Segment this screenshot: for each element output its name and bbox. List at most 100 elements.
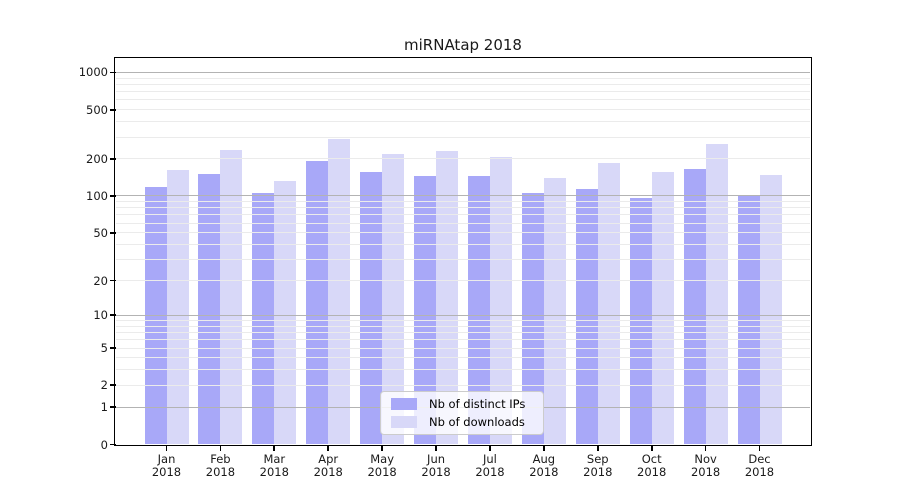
gridline-major <box>116 195 810 197</box>
gridline-minor <box>116 77 810 79</box>
x-axis-tick <box>165 444 168 451</box>
gridline-major <box>116 314 810 316</box>
gridline-minor <box>116 369 810 371</box>
x-axis-tick <box>704 444 707 451</box>
y-axis-tick-label: 20 <box>93 273 108 288</box>
x-axis-tick <box>273 444 276 451</box>
x-axis-tick <box>596 444 599 451</box>
legend: Nb of distinct IPs Nb of downloads <box>380 391 544 435</box>
bar-downloads-apr <box>328 139 351 445</box>
bar-downloads-may <box>382 154 405 445</box>
legend-row-distinct-ips: Nb of distinct IPs <box>391 397 533 411</box>
x-axis-tick-label: Mar 2018 <box>259 451 289 479</box>
gridline-minor <box>116 320 810 321</box>
legend-swatch <box>391 416 417 428</box>
x-axis-tick-label: Sep 2018 <box>583 451 613 479</box>
gridline-minor <box>116 347 810 349</box>
y-axis-tick <box>110 443 116 446</box>
y-axis-tick-label: 50 <box>93 225 108 240</box>
bar-downloads-jun <box>436 150 459 445</box>
y-axis-tick <box>110 384 116 387</box>
gridline-minor <box>116 280 810 282</box>
gridline-minor <box>116 158 810 160</box>
x-axis-tick <box>489 444 491 451</box>
gridline-minor <box>116 222 810 224</box>
bar-distinct-ips-nov <box>683 168 706 445</box>
chart-title: miRNAtap 2018 <box>404 36 522 54</box>
bar-distinct-ips-may <box>360 171 383 445</box>
bar-distinct-ips-mar <box>252 193 275 445</box>
bar-distinct-ips-apr <box>306 161 329 445</box>
gridline-minor <box>116 232 810 234</box>
y-axis-tick-label: 1000 <box>78 65 108 80</box>
y-axis-tick-label: 100 <box>86 188 108 203</box>
gridline-minor <box>116 259 810 261</box>
gridline-minor <box>116 201 810 203</box>
gridline-minor <box>116 357 810 359</box>
gridline-minor <box>116 207 810 209</box>
legend-swatch <box>391 398 417 410</box>
y-axis-tick <box>110 314 116 317</box>
bar-distinct-ips-dec <box>737 194 760 445</box>
y-axis-tick <box>110 406 116 409</box>
gridline-minor <box>116 384 810 386</box>
bar-downloads-oct <box>651 171 674 445</box>
gridline-minor <box>116 244 810 246</box>
bar-distinct-ips-feb <box>198 174 221 445</box>
legend-row-downloads: Nb of downloads <box>391 415 533 429</box>
y-axis-tick-label: 0 <box>100 437 108 452</box>
bar-downloads-jan <box>166 170 189 445</box>
y-axis-tick-label: 2 <box>100 378 108 393</box>
bar-downloads-aug <box>543 178 566 445</box>
bar-downloads-jul <box>489 156 512 445</box>
x-axis-tick-label: Oct 2018 <box>637 451 667 479</box>
bar-distinct-ips-jun <box>414 176 437 445</box>
x-axis-tick-label: Jan 2018 <box>151 451 182 479</box>
x-axis-tick <box>435 444 437 451</box>
y-axis-tick <box>110 158 116 160</box>
bar-downloads-mar <box>274 181 297 445</box>
y-axis-tick <box>110 347 116 349</box>
gridline-minor <box>116 214 810 216</box>
gridline-minor <box>116 121 810 123</box>
y-axis-tick <box>110 231 116 234</box>
x-axis-tick-label: Nov 2018 <box>690 451 721 479</box>
gridline-minor <box>116 83 810 85</box>
y-axis-tick-label: 5 <box>100 341 108 356</box>
x-axis-tick-label: May 2018 <box>367 451 397 479</box>
bar-downloads-dec <box>759 175 782 445</box>
gridline-minor <box>116 109 810 111</box>
bar-downloads-feb <box>220 150 243 445</box>
x-axis-tick-label: Dec 2018 <box>744 451 775 479</box>
x-axis-tick <box>327 444 330 451</box>
y-axis-tick-label: 500 <box>86 102 108 117</box>
x-axis-tick-label: Apr 2018 <box>313 451 343 479</box>
legend-label-downloads: Nb of downloads <box>429 415 525 429</box>
x-axis-tick <box>758 444 761 451</box>
x-axis-tick-label: Jun 2018 <box>421 451 451 479</box>
gridline-minor <box>116 339 810 341</box>
gridline-minor <box>116 99 810 101</box>
x-axis-tick <box>381 444 384 451</box>
y-axis-tick <box>110 279 116 282</box>
gridline-minor <box>116 332 810 334</box>
x-axis-tick-label: Aug 2018 <box>529 451 559 479</box>
y-axis-tick <box>110 108 116 111</box>
bar-distinct-ips-sep <box>575 189 598 445</box>
y-axis-tick-label: 200 <box>86 151 108 166</box>
bar-distinct-ips-jul <box>467 176 490 445</box>
bar-distinct-ips-aug <box>521 193 544 445</box>
bar-downloads-nov <box>705 144 728 445</box>
x-axis-tick-label: Feb 2018 <box>205 451 236 479</box>
gridline-minor <box>116 91 810 93</box>
gridline-major <box>116 71 810 73</box>
bar-downloads-sep <box>597 163 620 445</box>
x-axis-tick <box>650 444 653 451</box>
y-axis-tick-label: 10 <box>93 308 108 323</box>
y-axis-tick <box>110 71 116 74</box>
gridline-minor <box>116 325 810 327</box>
y-axis-tick-label: 1 <box>100 400 108 415</box>
y-axis-tick <box>110 195 116 197</box>
gridline-minor <box>116 136 810 138</box>
